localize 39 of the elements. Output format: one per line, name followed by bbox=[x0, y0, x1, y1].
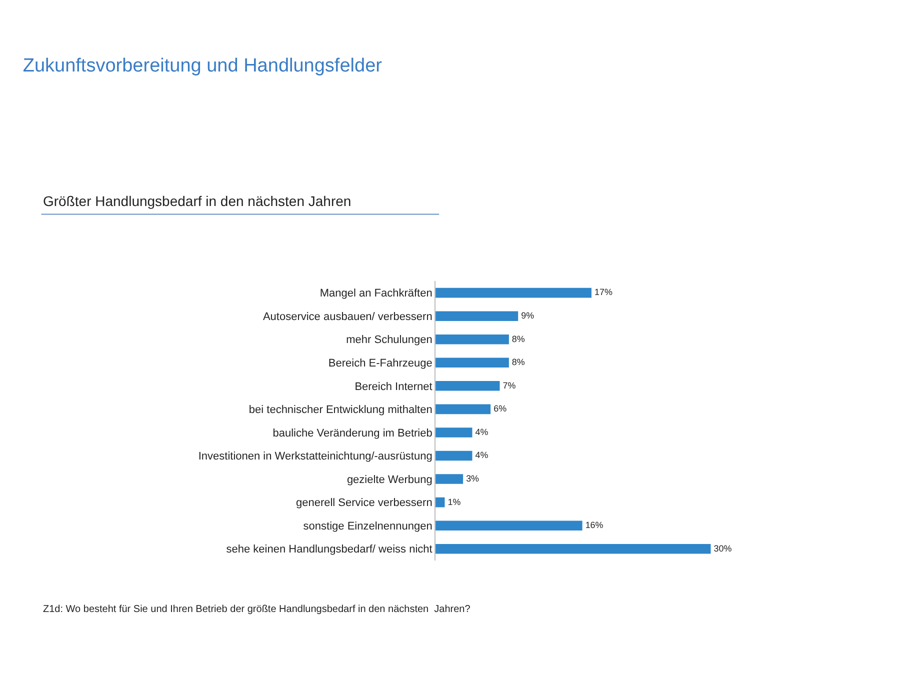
text: Zukunftsvorbereitung und Handlungsfelder bbox=[22, 55, 383, 76]
y-tick-label: Investitionen in Werkstatteinichtung/-ausrüstung bbox=[198, 450, 432, 463]
data-label: 4% bbox=[475, 450, 488, 460]
bar bbox=[436, 544, 711, 554]
bar bbox=[436, 381, 500, 391]
bar bbox=[436, 520, 582, 530]
y-tick-label: mehr Schulungen bbox=[346, 334, 432, 346]
y-tick-label: generell Service verbessern bbox=[296, 497, 432, 510]
data-label: 1% bbox=[448, 496, 461, 507]
y-tick-label: Bereich E-Fahrzeuge bbox=[328, 357, 432, 370]
bar bbox=[436, 311, 518, 321]
y-tick-label: sonstige Einzelnennungen bbox=[303, 520, 432, 532]
text: Größter Handlungsbedarf in den nächsten Jahren bbox=[43, 193, 352, 209]
data-label: 17% bbox=[594, 287, 612, 298]
bar bbox=[436, 428, 472, 438]
data-label: 6% bbox=[494, 404, 507, 414]
data-label: 8% bbox=[512, 357, 525, 368]
data-label: 3% bbox=[466, 473, 480, 484]
y-tick-label: sehe keinen Handlungsbedarf/ weiss nicht bbox=[226, 544, 432, 556]
y-tick-label: Bereich Internet bbox=[354, 380, 432, 393]
bar bbox=[436, 358, 509, 368]
text: Z1d: Wo besteht für Sie und Ihren Betrieb der größte Handlungsbedarf in den nächsten Jahren? bbox=[43, 604, 471, 615]
data-label: 16% bbox=[585, 520, 604, 530]
y-tick-label: gezielte Werbung bbox=[346, 474, 432, 486]
y-tick-label: Autoservice ausbauen/ verbessern bbox=[262, 310, 432, 323]
data-label: 30% bbox=[714, 543, 732, 554]
bar bbox=[436, 474, 464, 484]
data-label: 7% bbox=[502, 380, 516, 390]
data-label: 9% bbox=[521, 310, 534, 321]
bar bbox=[436, 334, 509, 344]
data-label: 8% bbox=[512, 334, 525, 344]
bar bbox=[436, 497, 445, 508]
y-tick-label: bei technischer Entwicklung mithalten bbox=[248, 404, 432, 416]
y-tick-label: bauliche Veränderung im Betrieb bbox=[272, 427, 432, 440]
bar bbox=[436, 404, 491, 414]
y-tick-label: Mangel an Fachkräften bbox=[320, 288, 432, 300]
data-label: 4% bbox=[475, 426, 488, 437]
bar bbox=[436, 450, 472, 461]
bar bbox=[436, 288, 592, 298]
